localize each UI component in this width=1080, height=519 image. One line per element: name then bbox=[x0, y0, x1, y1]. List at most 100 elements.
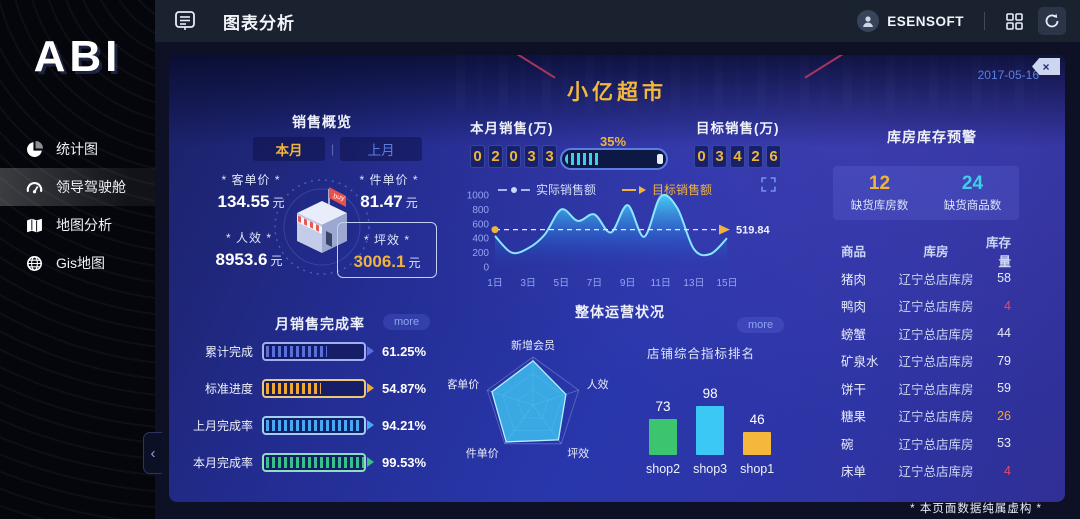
operations-more-button[interactable]: more bbox=[737, 317, 785, 333]
user-menu[interactable]: ESENSOFT bbox=[857, 10, 964, 32]
operations-title: 整体运营状况 bbox=[575, 304, 665, 320]
stat-value: 134.55 bbox=[217, 192, 270, 211]
ranking-column-shop1: 46 shop1 bbox=[740, 412, 774, 476]
digit-box: 3 bbox=[542, 145, 557, 168]
legend-actual-sales[interactable]: 实际销售额 bbox=[497, 181, 596, 198]
ranking-title: 店铺综合指标排名 bbox=[646, 347, 755, 361]
cell-warehouse: 辽宁总店库房 bbox=[898, 355, 974, 370]
completion-value: 54.87% bbox=[382, 380, 427, 396]
svg-text:400: 400 bbox=[472, 234, 489, 245]
map-icon bbox=[26, 217, 43, 234]
battery-fill bbox=[266, 419, 361, 431]
stat-customer-price: * 客单价 * 134.55 元 bbox=[205, 171, 297, 212]
cell-warehouse: 辽宁总店库房 bbox=[898, 272, 974, 287]
sidebar: ABI 统计图 领导驾驶舱 地图分析 Gis地图 bbox=[0, 0, 155, 519]
svg-text:人效: 人效 bbox=[587, 377, 609, 391]
digit-box: 0 bbox=[470, 145, 485, 168]
stat-label: * 客单价 * bbox=[221, 173, 281, 187]
cell-warehouse: 辽宁总店库房 bbox=[898, 382, 974, 397]
stat-label: * 件单价 * bbox=[359, 173, 419, 187]
digit-box: 4 bbox=[730, 145, 745, 168]
expand-icon[interactable] bbox=[761, 177, 776, 197]
svg-text:1日: 1日 bbox=[487, 278, 503, 289]
cell-product: 螃蟹 bbox=[841, 327, 867, 342]
completion-bars: 累计完成 61.25% 标准进度 54.87% 上月完成率 94.21% 本月完成率 99.5… bbox=[187, 341, 455, 489]
out-of-stock-warehouses: 12 缺货库房数 bbox=[833, 166, 926, 220]
bar bbox=[696, 406, 725, 455]
battery-tip bbox=[367, 457, 374, 467]
stat-unit: 元 bbox=[405, 196, 418, 210]
bar-value: 98 bbox=[702, 386, 718, 401]
table-header-row: 商品 库房 库存量 bbox=[841, 236, 1017, 269]
bar bbox=[743, 432, 772, 455]
completion-label: 累计完成 bbox=[204, 344, 253, 359]
battery-fill bbox=[565, 153, 602, 165]
battery-bar bbox=[262, 415, 374, 435]
dot-symbol bbox=[510, 186, 517, 193]
sidebar-item-0[interactable]: 统计图 bbox=[0, 130, 155, 168]
battery-fill bbox=[266, 382, 321, 394]
summary-label: 缺货商品数 bbox=[943, 200, 1002, 212]
cell-quantity: 4 bbox=[1004, 463, 1011, 478]
line-chart-legend: 实际销售额 目标销售额 bbox=[469, 181, 741, 198]
tab-this-month[interactable]: 本月 bbox=[253, 137, 325, 161]
battery-bar bbox=[262, 452, 374, 472]
stat-value: 81.47 bbox=[360, 192, 403, 211]
table-row: 糖果 辽宁总店库房 26 bbox=[841, 402, 1017, 430]
close-button[interactable]: × bbox=[1032, 58, 1060, 75]
stat-label: * 人效 * bbox=[225, 231, 272, 245]
stat-floor-efficiency: * 坪效 * 3006.1 元 bbox=[337, 222, 437, 278]
svg-text:客单价: 客单价 bbox=[448, 377, 479, 391]
sidebar-item-3[interactable]: Gis地图 bbox=[0, 244, 155, 282]
sales-percent: 35% bbox=[599, 134, 627, 149]
completion-more-button[interactable]: more bbox=[383, 314, 431, 330]
digit-box: 2 bbox=[748, 145, 763, 168]
tab-divider: | bbox=[331, 142, 335, 156]
sales-line-chart: 0 200 400 600 800 1000 1日 3日 5日 7日 9日 11日 13日 15日 519.… bbox=[467, 191, 771, 290]
completion-row-3: 本月完成率 99.53% bbox=[187, 452, 455, 472]
sidebar-collapse-button[interactable]: ‹ bbox=[143, 432, 162, 474]
app-logo: ABI bbox=[33, 32, 122, 81]
completion-row-2: 上月完成率 94.21% bbox=[187, 415, 455, 435]
summary-value: 24 bbox=[961, 173, 984, 194]
sidebar-item-1[interactable]: 领导驾驶舱 bbox=[0, 168, 155, 206]
completion-label: 上月完成率 bbox=[192, 418, 253, 433]
table-header: 库存量 bbox=[985, 235, 1011, 269]
svg-text:5日: 5日 bbox=[554, 278, 570, 289]
dash-symbol bbox=[497, 188, 507, 191]
globe-icon bbox=[26, 255, 43, 272]
out-of-stock-products: 24 缺货商品数 bbox=[926, 166, 1019, 220]
warehouse-summary-card: 12 缺货库房数 24 缺货商品数 bbox=[833, 166, 1019, 220]
svg-text:200: 200 bbox=[472, 248, 489, 259]
cell-quantity: 59 bbox=[997, 381, 1011, 396]
sidebar-item-2[interactable]: 地图分析 bbox=[0, 206, 155, 244]
refresh-icon[interactable] bbox=[1038, 7, 1066, 35]
digit-box: 6 bbox=[766, 145, 781, 168]
svg-text:0: 0 bbox=[483, 263, 489, 274]
store-3d-icon: buy bbox=[267, 169, 377, 284]
cell-quantity: 79 bbox=[997, 353, 1011, 368]
svg-text:519.84: 519.84 bbox=[736, 225, 771, 237]
close-icon: × bbox=[1042, 59, 1050, 74]
table-row: 螃蟹 辽宁总店库房 44 bbox=[841, 320, 1017, 348]
table-header: 商品 bbox=[841, 245, 867, 260]
report-list-icon[interactable] bbox=[173, 9, 197, 33]
bar-label: shop2 bbox=[646, 462, 681, 476]
svg-text:buy: buy bbox=[333, 193, 346, 202]
grid-apps-icon[interactable] bbox=[1005, 12, 1024, 31]
svg-text:1000: 1000 bbox=[467, 191, 490, 202]
cell-quantity: 58 bbox=[997, 271, 1011, 286]
tab-last-month[interactable]: 上月 bbox=[340, 137, 423, 161]
month-tabs: 本月 | 上月 bbox=[253, 137, 423, 161]
chevron-left-icon: ‹ bbox=[150, 444, 156, 462]
ranking-column-shop2: 73 shop2 bbox=[646, 399, 680, 477]
battery-bar bbox=[262, 378, 374, 398]
cell-warehouse: 辽宁总店库房 bbox=[898, 410, 974, 425]
svg-text:新增会员: 新增会员 bbox=[511, 338, 555, 352]
legend-target-sales[interactable]: 目标销售额 bbox=[622, 181, 712, 198]
cell-product: 糖果 bbox=[841, 410, 867, 425]
stat-staff-efficiency: * 人效 * 8953.6 元 bbox=[201, 229, 297, 270]
